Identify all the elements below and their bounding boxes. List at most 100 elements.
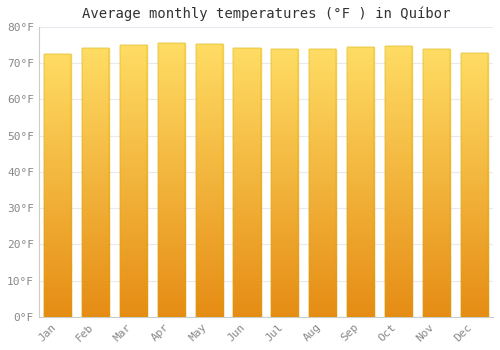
Bar (44, 290, 72, 294)
Bar (422, 126, 450, 129)
Bar (271, 126, 298, 130)
Bar (385, 49, 412, 52)
Bar (460, 208, 488, 211)
Bar (460, 53, 488, 56)
Title: Average monthly temperatures (°F ) in Quíbor: Average monthly temperatures (°F ) in Qu… (82, 7, 450, 21)
Bar (347, 84, 374, 88)
Bar (196, 133, 223, 136)
Bar (347, 202, 374, 206)
Bar (44, 267, 72, 271)
Bar (385, 303, 412, 307)
Bar (120, 262, 147, 266)
Bar (44, 179, 72, 182)
Bar (347, 296, 374, 300)
Bar (309, 230, 336, 233)
Bar (120, 133, 147, 137)
Bar (309, 267, 336, 270)
Bar (234, 125, 260, 128)
Bar (271, 196, 298, 200)
Bar (196, 102, 223, 105)
Bar (120, 86, 147, 89)
Bar (347, 138, 374, 142)
Bar (422, 106, 450, 109)
Bar (234, 68, 260, 71)
Bar (158, 269, 185, 272)
Bar (120, 79, 147, 83)
Bar (271, 270, 298, 273)
Bar (309, 166, 336, 169)
Bar (234, 132, 260, 135)
Bar (422, 297, 450, 300)
Bar (309, 280, 336, 283)
Bar (271, 220, 298, 223)
Bar (347, 212, 374, 216)
Bar (347, 78, 374, 81)
Bar (44, 93, 72, 97)
Bar (120, 161, 147, 164)
Bar (385, 174, 412, 178)
Bar (422, 72, 450, 76)
Bar (120, 252, 147, 256)
Bar (158, 170, 185, 173)
Bar (347, 186, 374, 189)
Bar (158, 88, 185, 91)
Bar (44, 136, 72, 139)
Bar (82, 166, 109, 169)
Bar (82, 216, 109, 219)
Bar (422, 206, 450, 210)
Bar (82, 156, 109, 159)
Bar (120, 83, 147, 86)
Bar (385, 150, 412, 154)
Bar (347, 165, 374, 169)
Bar (196, 167, 223, 170)
Bar (385, 262, 412, 266)
Bar (120, 245, 147, 249)
Bar (120, 279, 147, 283)
Bar (158, 108, 185, 112)
Bar (234, 199, 260, 203)
Bar (44, 67, 72, 70)
Bar (271, 303, 298, 307)
Bar (422, 213, 450, 216)
Bar (422, 196, 450, 200)
Bar (347, 253, 374, 256)
Bar (120, 117, 147, 120)
Bar (460, 188, 488, 191)
Bar (422, 246, 450, 250)
Bar (385, 239, 412, 242)
Bar (422, 69, 450, 72)
Bar (385, 113, 412, 117)
Bar (234, 233, 260, 236)
Bar (120, 215, 147, 218)
Bar (234, 226, 260, 229)
Bar (82, 273, 109, 276)
Bar (422, 92, 450, 96)
Bar (120, 99, 147, 103)
Bar (234, 202, 260, 206)
Bar (460, 119, 488, 122)
Bar (309, 193, 336, 196)
Bar (82, 176, 109, 179)
Bar (120, 269, 147, 273)
Bar (309, 122, 336, 126)
Bar (44, 123, 72, 126)
Bar (234, 273, 260, 276)
Bar (44, 264, 72, 267)
Bar (271, 170, 298, 173)
Bar (271, 166, 298, 170)
Bar (82, 68, 109, 72)
Bar (120, 59, 147, 62)
Bar (158, 276, 185, 279)
Bar (82, 105, 109, 108)
Bar (347, 256, 374, 260)
Bar (309, 49, 336, 317)
Bar (309, 250, 336, 253)
Bar (120, 235, 147, 239)
Bar (196, 218, 223, 221)
Bar (460, 231, 488, 234)
Bar (158, 293, 185, 296)
Bar (271, 49, 298, 317)
Bar (347, 159, 374, 162)
Bar (82, 270, 109, 273)
Bar (234, 159, 260, 162)
